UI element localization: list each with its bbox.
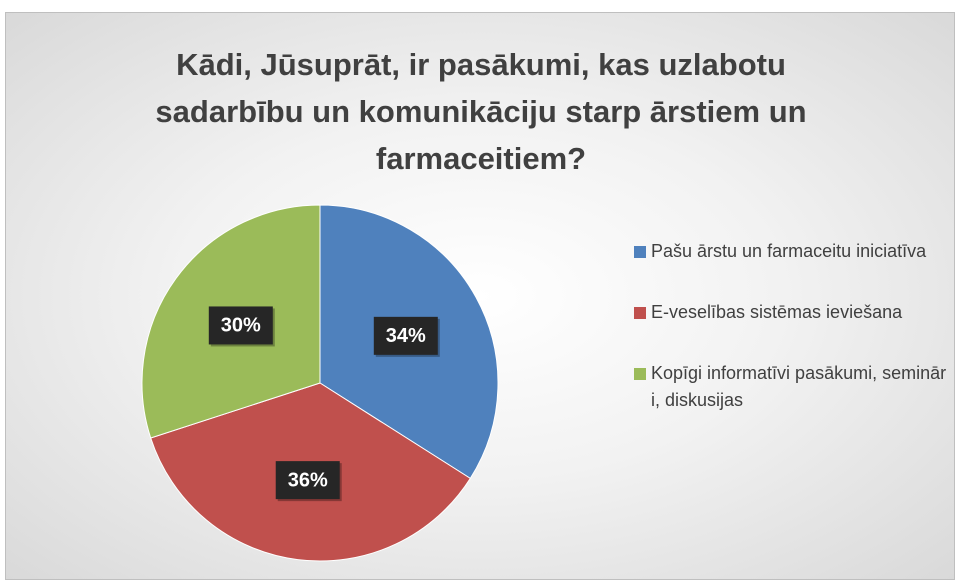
legend-swatch: [634, 368, 646, 380]
data-label: 30%: [221, 315, 261, 337]
legend-item: Kopīgi informatīvi pasākumi, semināri, d…: [631, 360, 951, 414]
legend-swatch: [634, 246, 646, 258]
legend-item: Pašu ārstu un farmaceitu iniciatīva: [631, 238, 951, 265]
data-label: 34%: [386, 325, 426, 347]
legend-label: Pašu ārstu un farmaceitu iniciatīva: [651, 241, 927, 261]
data-label: 36%: [288, 469, 328, 491]
legend-label: E-veselības sistēmas ieviešana: [651, 302, 903, 322]
legend-item: E-veselības sistēmas ieviešana: [631, 299, 951, 326]
data-label-box: [373, 316, 438, 355]
legend: Pašu ārstu un farmaceitu iniciatīva E-ves…: [631, 238, 953, 448]
data-label-box: [275, 461, 340, 500]
legend-swatch: [634, 307, 646, 319]
legend-label: Kopīgi informatīvi pasākumi, semināri, d…: [651, 363, 947, 410]
chart-frame: Kādi, Jūsuprāt, ir pasākumi, kas uzlabot…: [5, 12, 955, 580]
data-label-box: [208, 306, 273, 345]
chart-title: Kādi, Jūsuprāt, ir pasākumi, kas uzlabot…: [155, 47, 807, 176]
